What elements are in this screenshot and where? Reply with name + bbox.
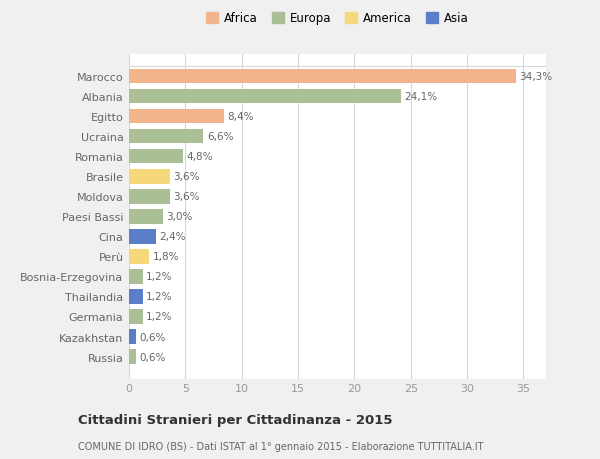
Text: 1,8%: 1,8%	[152, 252, 179, 262]
Bar	[129, 230, 156, 244]
Bar	[129, 350, 136, 364]
Text: 3,6%: 3,6%	[173, 192, 199, 202]
Text: COMUNE DI IDRO (BS) - Dati ISTAT al 1° gennaio 2015 - Elaborazione TUTTITALIA.IT: COMUNE DI IDRO (BS) - Dati ISTAT al 1° g…	[78, 441, 484, 451]
Bar	[129, 150, 183, 164]
Text: 4,8%: 4,8%	[187, 152, 213, 162]
Text: 3,0%: 3,0%	[166, 212, 193, 222]
Text: 0,6%: 0,6%	[139, 352, 166, 362]
Text: 1,2%: 1,2%	[146, 312, 172, 322]
Text: 3,6%: 3,6%	[173, 172, 199, 182]
Text: 1,2%: 1,2%	[146, 272, 172, 282]
Text: 24,1%: 24,1%	[404, 92, 437, 102]
Text: 1,2%: 1,2%	[146, 292, 172, 302]
Bar	[129, 110, 224, 124]
Bar	[129, 70, 515, 84]
Bar	[129, 170, 170, 184]
Bar	[129, 310, 143, 324]
Text: Cittadini Stranieri per Cittadinanza - 2015: Cittadini Stranieri per Cittadinanza - 2…	[78, 413, 392, 426]
Text: 34,3%: 34,3%	[519, 72, 552, 82]
Bar	[129, 250, 149, 264]
Bar	[129, 210, 163, 224]
Text: 0,6%: 0,6%	[139, 332, 166, 342]
Bar	[129, 330, 136, 344]
Bar	[129, 290, 143, 304]
Bar	[129, 90, 401, 104]
Text: 2,4%: 2,4%	[160, 232, 186, 242]
Text: 6,6%: 6,6%	[207, 132, 233, 142]
Legend: Africa, Europa, America, Asia: Africa, Europa, America, Asia	[206, 12, 469, 25]
Bar	[129, 190, 170, 204]
Bar	[129, 130, 203, 144]
Text: 8,4%: 8,4%	[227, 112, 254, 122]
Bar	[129, 269, 143, 284]
